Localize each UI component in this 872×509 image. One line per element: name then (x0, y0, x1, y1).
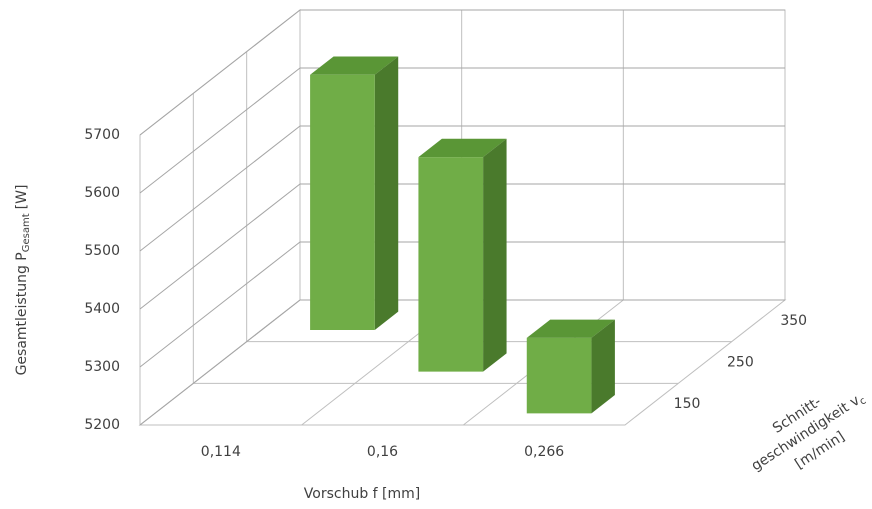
x-tick-label: 0,266 (524, 444, 564, 460)
grid-line (139, 67, 785, 194)
y-tick-label: 5600 (84, 185, 120, 201)
grid-line (139, 299, 785, 426)
z-axis-label: Schnitt- geschwindigkeit vc [m/min] (749, 393, 869, 475)
bar-side (591, 319, 615, 414)
y-label-sub: Gesamt (21, 213, 32, 252)
bar-top (310, 56, 399, 75)
bar-top (526, 319, 615, 338)
bar (418, 157, 484, 372)
y-label-unit: [W] (14, 185, 30, 210)
bar (526, 337, 592, 414)
z-tick-label: 350 (780, 313, 807, 329)
y-axis-label: Gesamtleistung PGesamt [W] (14, 185, 32, 376)
x-tick-label: 0,114 (201, 444, 241, 460)
grid-line (139, 183, 785, 310)
y-tick-label: 5500 (84, 243, 120, 259)
bar-top (418, 138, 507, 158)
bar-side (374, 56, 399, 330)
z-tick-label: 150 (674, 396, 701, 412)
z-label-sub: c (858, 395, 869, 407)
y-tick-label: 5700 (84, 127, 120, 143)
bar-side (483, 138, 507, 372)
y-tick-label: 5300 (84, 359, 120, 375)
grid-line (139, 125, 785, 252)
y-label-main: Gesamtleistung P (14, 252, 30, 375)
x-axis-label: Vorschub f [mm] (304, 486, 420, 502)
y-tick-label: 5200 (84, 417, 120, 433)
y-tick-label: 5400 (84, 301, 120, 317)
grid-line (139, 241, 785, 368)
z-tick-label: 250 (727, 355, 754, 371)
bar (310, 74, 375, 330)
grid-line (139, 9, 785, 136)
x-tick-label: 0,16 (367, 444, 398, 460)
